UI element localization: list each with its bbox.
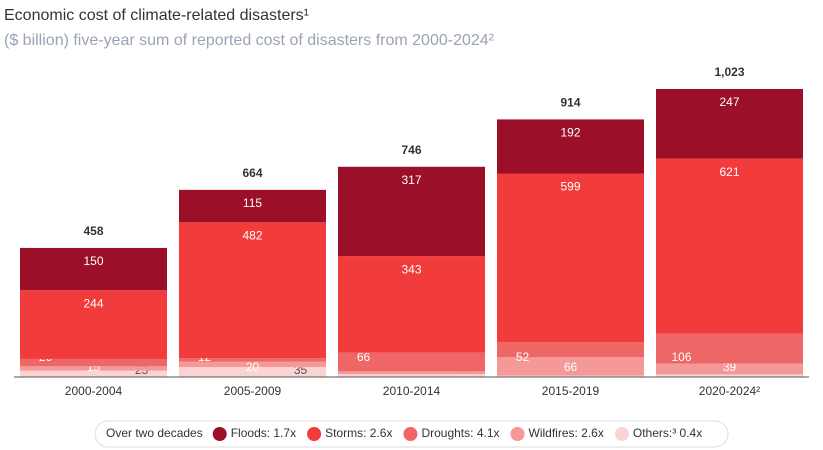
bar-segment <box>497 356 644 376</box>
bar-segment <box>338 256 485 353</box>
chart-title: Economic cost of climate-related disaste… <box>4 7 309 24</box>
bar-segment <box>179 367 326 377</box>
bar-segment <box>179 222 326 359</box>
value-label: 482 <box>242 228 262 242</box>
bar-segment <box>179 189 326 223</box>
x-tick-label: 2020-2024² <box>699 384 760 398</box>
legend-swatch <box>614 427 629 441</box>
bar-segment <box>179 358 326 362</box>
bar-segment <box>497 119 644 174</box>
value-label: 106 <box>671 350 691 364</box>
legend-label: Floods: 1.7x <box>231 426 296 440</box>
legend-title: Over two decades <box>106 426 203 440</box>
legend-swatch <box>212 427 227 441</box>
total-label: 664 <box>242 166 262 180</box>
bar-segment <box>656 333 803 364</box>
value-label: 115 <box>243 196 262 210</box>
bar-segment <box>656 158 803 334</box>
total-label: 914 <box>560 96 580 110</box>
bar-segment <box>656 374 803 377</box>
x-tick-label: 2015-2019 <box>542 384 600 398</box>
bar-segment <box>338 352 485 372</box>
value-label: 317 <box>401 173 421 187</box>
legend-label: Droughts: 4.1x <box>421 426 499 440</box>
chart-subtitle: ($ billion) five-year sum of reported co… <box>4 32 495 49</box>
legend-label: Storms: 2.6x <box>325 426 392 440</box>
value-label: 192 <box>560 126 580 140</box>
bar-segment <box>497 342 644 357</box>
value-label: 343 <box>401 262 421 276</box>
total-label: 458 <box>83 224 103 238</box>
legend-swatch <box>510 427 525 441</box>
bar-segment <box>20 290 167 359</box>
x-tick-label: 2000-2004 <box>65 384 123 398</box>
legend-label: Others:³ 0.4x <box>633 426 702 440</box>
bar-segment <box>497 173 644 343</box>
bar-segment <box>20 366 167 371</box>
value-label: 66 <box>564 360 578 374</box>
value-label: 52 <box>516 350 530 364</box>
bar-segment <box>338 166 485 257</box>
x-tick-label: 2005-2009 <box>224 384 282 398</box>
x-tick-label: 2010-2014 <box>383 384 441 398</box>
value-label: 244 <box>83 296 103 310</box>
bar-segment <box>20 358 167 367</box>
value-label: 247 <box>719 95 739 109</box>
legend-label: Wildfires: 2.6x <box>529 426 604 440</box>
total-label: 1,023 <box>714 65 744 79</box>
bar-segment <box>20 370 167 377</box>
bar-segment <box>656 363 803 375</box>
total-label: 746 <box>401 143 421 157</box>
legend-swatch <box>307 427 322 441</box>
value-label: 150 <box>83 254 103 268</box>
legend-swatch <box>403 427 418 441</box>
value-label: 66 <box>357 350 371 364</box>
value-label: 39 <box>723 360 737 374</box>
bar-segment <box>20 247 167 291</box>
bar-segment <box>179 361 326 368</box>
value-label: 621 <box>719 165 739 179</box>
value-label: 20 <box>246 360 260 374</box>
bar-segment <box>656 88 803 159</box>
value-label: 599 <box>560 180 580 194</box>
bar-segment <box>338 371 485 375</box>
bar-segment <box>497 375 644 377</box>
bar-segment <box>338 374 485 377</box>
